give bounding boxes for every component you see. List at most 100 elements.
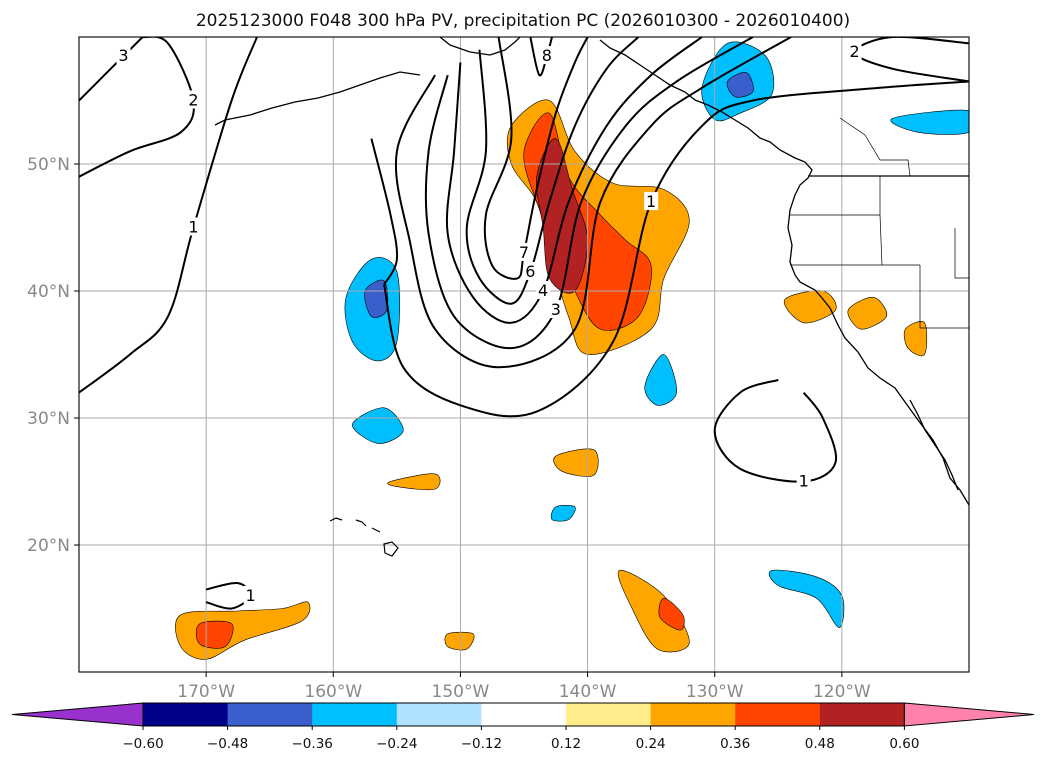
pv-contour-label-bg-3 [644, 192, 659, 211]
pv-contour-label-bg-2 [116, 46, 131, 65]
pv-contour-label-bg-0 [186, 217, 201, 236]
colorbar-bin-3 [312, 703, 398, 726]
coastline-layer [214, 37, 969, 557]
colorbar-extend-min [11, 702, 144, 727]
pv-contour-label-bg-6 [548, 300, 563, 319]
pv-contour-label-bg-13 [243, 585, 258, 604]
colorbar-bin-6 [566, 703, 652, 726]
colorbar-bin-8 [735, 703, 821, 726]
colorbar-label-1: −0.48 [207, 736, 248, 752]
pv-contour-label-bg-10 [539, 46, 554, 65]
gridlines [79, 37, 969, 672]
pv-contour-label-11: 2 [849, 42, 859, 61]
pv-contour-3 [383, 80, 969, 418]
pv-contour-label-1: 2 [188, 91, 198, 110]
colorbar-bin-7 [650, 703, 736, 726]
colorbar-label-6: 0.24 [636, 736, 666, 752]
pv-contour-2 [79, 37, 144, 102]
pv-contour-6 [424, 37, 754, 350]
precip-region-8 [644, 354, 677, 406]
y-tick-label-2: 40°N [27, 282, 70, 302]
alaska-coastline-north [439, 37, 521, 56]
colorbar-label-2: −0.36 [292, 736, 333, 752]
state-borders [790, 117, 969, 329]
chart-title: 2025123000 F048 300 hPa PV, precipitatio… [196, 11, 850, 31]
precip-region-21 [903, 321, 928, 357]
pv-contour-label-bg-9 [517, 242, 531, 261]
x-tick-label-1: 160°W [304, 682, 362, 702]
colorbar-label-7: 0.36 [720, 736, 750, 752]
plot-frame [78, 36, 970, 673]
precip-region-6 [726, 72, 754, 98]
colorbar-extend-max [903, 702, 1035, 727]
y-tick-label-0: 20°N [27, 536, 70, 556]
precip-region-19 [550, 505, 576, 522]
pv-contour-label-12: 1 [799, 472, 809, 491]
pv-contour-12 [713, 378, 838, 483]
north-america-coastline [599, 39, 969, 506]
x-tick-label-0: 170°W [177, 682, 235, 702]
hawaii-islands [329, 517, 399, 557]
pv-contour-label-13: 1 [246, 586, 256, 605]
precip-region-14 [617, 570, 690, 653]
precip-region-15 [658, 598, 685, 631]
pv-contour-0 [79, 37, 258, 394]
colorbar-bin-9 [819, 703, 905, 726]
pv-contour-label-bg-11 [847, 42, 862, 61]
pv-contour-label-0: 1 [188, 218, 198, 237]
x-tick-label-5: 120°W [813, 682, 871, 702]
pv-contour-9 [483, 37, 589, 280]
colorbar-bin-2 [227, 703, 313, 726]
colorbar-frame [142, 702, 905, 727]
precip-region-4 [364, 279, 389, 318]
pv-contour-label-10: 8 [542, 46, 552, 65]
pv-contour-11 [853, 37, 969, 83]
precip-region-16 [175, 601, 311, 660]
pv-contour-8 [465, 37, 640, 305]
pv-contour-label-bg-8 [523, 261, 538, 280]
y-axis-ticks: 20°N 30°N 40°N 50°N [27, 155, 79, 556]
pv-contour-label-6: 3 [551, 300, 561, 319]
precip-region-12 [553, 448, 599, 477]
colorbar-label-5: 0.12 [551, 736, 581, 752]
x-tick-label-3: 140°W [559, 682, 617, 702]
alaska-coastline [214, 71, 421, 126]
precip-region-11 [847, 296, 888, 330]
gulf-of-california-coastline [909, 399, 959, 491]
precip-region-20 [444, 631, 475, 651]
colorbar-bin-4 [396, 703, 482, 726]
precip-region-9 [352, 407, 404, 444]
colorbar-label-3: −0.24 [376, 736, 417, 752]
pv-contour-10 [529, 37, 553, 77]
pv-contour-label-9: 7 [519, 243, 529, 262]
precip-region-13 [387, 473, 441, 491]
colorbar-bin-5 [481, 703, 567, 726]
colorbar-label-0: −0.60 [122, 736, 163, 752]
pv-contour-4 [370, 138, 399, 286]
precip-region-17 [195, 620, 234, 649]
pv-contour-label-bg-12 [796, 471, 811, 490]
pv-contour-label-7: 4 [538, 281, 548, 300]
colorbar: −0.60 −0.48 −0.36 −0.24 −0.12 0.12 0.24 0.36 0.4… [11, 702, 1035, 752]
colorbar-label-8: 0.48 [805, 736, 835, 752]
pv-contour-label-bg-7 [536, 281, 551, 299]
colorbar-bin-1 [143, 703, 229, 726]
y-tick-label-1: 30°N [27, 409, 70, 429]
pv-contour-7 [445, 37, 703, 324]
colorbar-label-4: −0.12 [461, 736, 502, 752]
x-axis-ticks: 170°W 160°W 150°W 140°W 130°W 120°W [177, 672, 871, 702]
x-tick-label-2: 150°W [432, 682, 490, 702]
pv-contour-label-3: 1 [646, 192, 656, 211]
pv-contour-label-bg-1 [186, 90, 201, 109]
y-tick-label-3: 50°N [27, 155, 70, 175]
pv-contour-label-8: 6 [525, 262, 535, 281]
pv-contour-label-2: 3 [118, 46, 128, 65]
precip-region-18 [768, 569, 845, 628]
pv-contour-1 [79, 37, 195, 178]
precip-region-7 [890, 109, 969, 135]
precip-region-2 [535, 138, 588, 294]
pv-contour-5 [394, 37, 792, 369]
